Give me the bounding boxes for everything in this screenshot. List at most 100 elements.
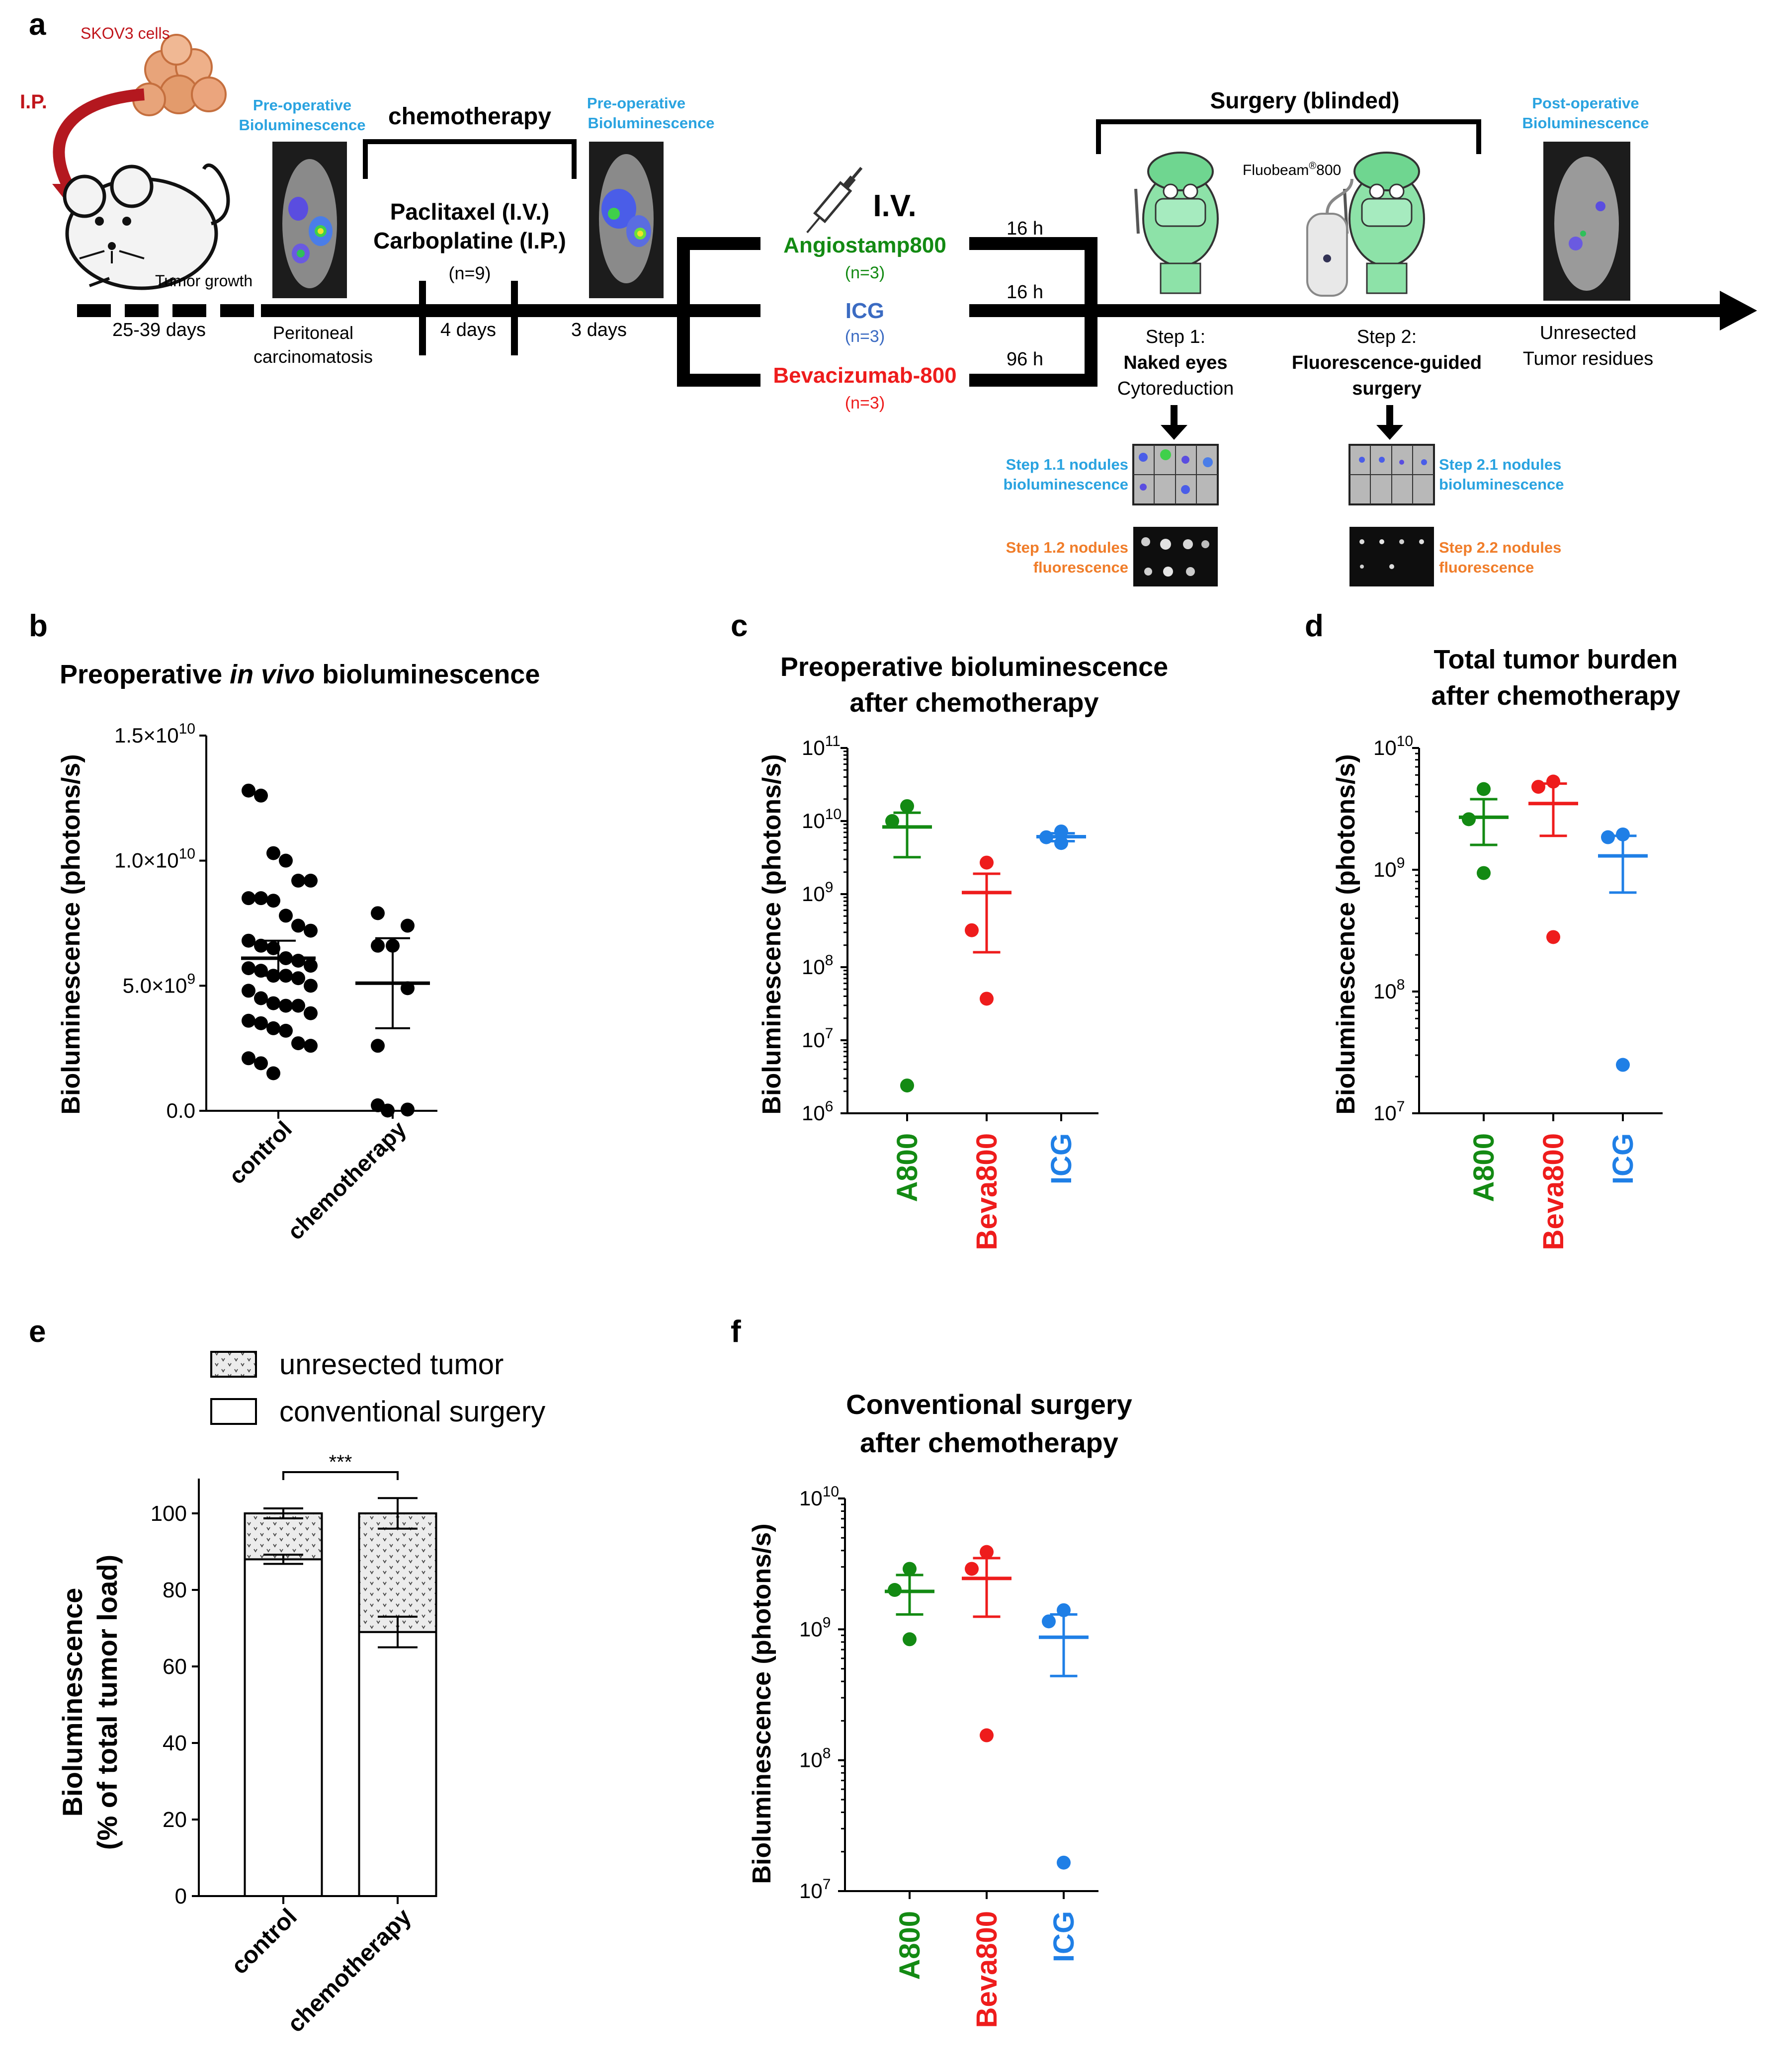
y-tick-base: 10 bbox=[1373, 736, 1397, 759]
data-point bbox=[279, 1023, 293, 1038]
y-tick-base: 10 bbox=[1373, 980, 1397, 1003]
y-tick-exponent: 9 bbox=[825, 879, 834, 896]
chart-b-title-pre: Preoperative bbox=[60, 660, 230, 689]
y-tick-exponent: 9 bbox=[823, 1614, 831, 1631]
data-point bbox=[266, 996, 280, 1010]
data-point bbox=[254, 991, 268, 1005]
data-point bbox=[903, 1562, 917, 1576]
data-point bbox=[304, 959, 318, 973]
step2-c: surgery bbox=[1352, 378, 1421, 399]
skov3-cells-icon bbox=[132, 34, 227, 116]
preop-label-1a: Pre-operative bbox=[253, 96, 351, 114]
data-point bbox=[291, 918, 305, 933]
y-tick-label: 20 bbox=[163, 1808, 187, 1832]
y-tick-base: 10 bbox=[802, 736, 825, 759]
y-tick-exponent: 7 bbox=[823, 1876, 831, 1893]
data-point bbox=[254, 1016, 268, 1030]
x-tick-label-control: control bbox=[224, 1116, 297, 1189]
x-tick-label-icg: ICG bbox=[1048, 1911, 1080, 1962]
y-tick-label: 109 bbox=[1373, 855, 1405, 881]
carboplatine-label: Carboplatine (I.P.) bbox=[373, 228, 566, 253]
agent-icg-n: (n=3) bbox=[845, 327, 885, 346]
y-tick-exponent: 8 bbox=[823, 1745, 831, 1762]
unresected-2: Tumor residues bbox=[1523, 348, 1654, 369]
data-point bbox=[371, 906, 385, 920]
y-tick-exponent: 6 bbox=[825, 1098, 834, 1115]
data-point bbox=[279, 951, 293, 965]
x-tick-label-beva800: Beva800 bbox=[971, 1133, 1003, 1250]
y-tick-exponent: 7 bbox=[825, 1025, 834, 1042]
data-point bbox=[254, 891, 268, 906]
y-tick-base: 10 bbox=[1373, 858, 1397, 881]
data-point bbox=[266, 941, 280, 955]
iv-label: I.V. bbox=[873, 189, 916, 223]
y-tick-label: 1010 bbox=[1373, 733, 1413, 759]
chart-b-plot: 0.05.0×1091.0×10101.5×1010controlchemoth… bbox=[114, 721, 437, 1244]
data-point bbox=[266, 1021, 280, 1035]
legend-unresected-swatch bbox=[210, 1351, 257, 1378]
data-point bbox=[242, 933, 255, 948]
data-point bbox=[242, 783, 255, 798]
data-point bbox=[1531, 780, 1545, 794]
chart-b-ylabel: Bioluminescence (photons/s) bbox=[57, 754, 85, 1114]
y-tick-base: 10 bbox=[799, 1879, 823, 1903]
ip-label: I.P. bbox=[20, 91, 47, 113]
x-tick-label-icg: ICG bbox=[1045, 1133, 1078, 1184]
data-point bbox=[980, 1545, 994, 1559]
significance-label: *** bbox=[329, 1451, 352, 1473]
data-point bbox=[242, 891, 255, 906]
data-point bbox=[266, 969, 280, 983]
peritoneal-2: carcinomatosis bbox=[253, 346, 373, 367]
step12-image bbox=[1133, 527, 1218, 586]
bar-unresected-tumor bbox=[244, 1512, 323, 1561]
agent-angiostamp: Angiostamp800 bbox=[783, 233, 946, 257]
chart-b-title-italic: in vivo bbox=[230, 660, 315, 689]
y-tick-base: 10 bbox=[802, 882, 825, 906]
unresected-1: Unresected bbox=[1540, 323, 1636, 343]
chart-e-ylabel-1: Bioluminescence bbox=[57, 1588, 88, 1817]
y-tick-exponent: 10 bbox=[825, 806, 842, 823]
chart-c-title-1: Preoperative bioluminescence bbox=[780, 652, 1168, 682]
agent-bevacizumab: Bevacizumab-800 bbox=[773, 363, 956, 388]
step22-image bbox=[1349, 527, 1434, 586]
y-tick-label: 106 bbox=[802, 1098, 833, 1125]
surgeon-2-icon bbox=[1343, 152, 1425, 294]
data-point bbox=[254, 964, 268, 978]
y-tick-label: 60 bbox=[163, 1655, 187, 1679]
y-tick-label: 1011 bbox=[802, 733, 841, 759]
x-tick-label-a800: A800 bbox=[891, 1133, 924, 1202]
surgery-title: Surgery (blinded) bbox=[1210, 87, 1400, 113]
data-point bbox=[242, 1051, 255, 1066]
y-tick-label: 0.0 bbox=[167, 1099, 195, 1122]
y-tick-label: 1.0×1010 bbox=[114, 846, 195, 872]
data-point bbox=[1054, 824, 1068, 838]
preop-label-2b: Bioluminescence bbox=[588, 114, 715, 132]
chart-d-ylabel: Bioluminescence (photons/s) bbox=[1332, 754, 1360, 1114]
data-point bbox=[279, 998, 293, 1013]
y-tick-base: 10 bbox=[1373, 1101, 1397, 1125]
data-point bbox=[885, 814, 899, 828]
y-tick-label: 108 bbox=[799, 1745, 831, 1772]
data-point bbox=[266, 846, 280, 860]
step1-a: Step 1: bbox=[1146, 327, 1205, 347]
chart-b-title-post: bioluminescence bbox=[315, 660, 540, 689]
data-point bbox=[279, 969, 293, 983]
postop-2: Bioluminescence bbox=[1522, 114, 1649, 132]
y-tick-label: 107 bbox=[799, 1876, 831, 1903]
y-tick-label: 109 bbox=[802, 879, 833, 906]
y-tick-base: 10 bbox=[802, 1101, 825, 1125]
data-point bbox=[291, 971, 305, 986]
panel-a: a SKOV3 cells I.P. Tumor growth bbox=[20, 7, 1757, 586]
mouse-icon bbox=[63, 164, 230, 290]
data-point bbox=[266, 1066, 280, 1080]
preop-image-2 bbox=[589, 142, 664, 298]
data-point bbox=[1546, 774, 1560, 789]
data-point bbox=[1039, 830, 1053, 844]
x-tick-label-a800: A800 bbox=[894, 1911, 926, 1980]
y-tick-label: 80 bbox=[163, 1578, 187, 1602]
y-tick-exponent: 9 bbox=[1397, 855, 1405, 871]
days-25-39: 25-39 days bbox=[112, 320, 206, 340]
y-tick-label: 107 bbox=[1373, 1098, 1405, 1125]
y-tick-label: 1010 bbox=[799, 1484, 839, 1510]
